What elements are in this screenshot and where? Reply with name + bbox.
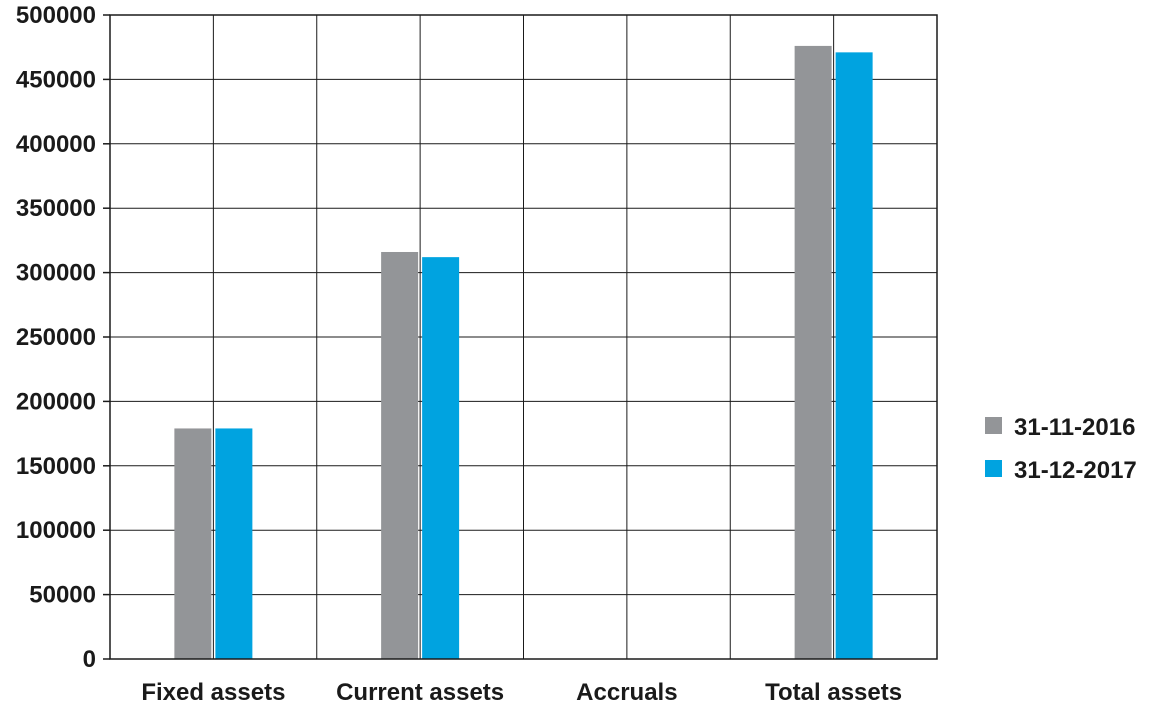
y-tick-label: 200000: [16, 388, 96, 415]
legend: 31-11-2016 31-12-2017: [985, 414, 1137, 484]
bar: [174, 428, 212, 659]
y-tick-label: 450000: [16, 66, 96, 93]
category-label: Fixed assets: [141, 679, 285, 706]
bars: [174, 45, 873, 660]
y-tick-label: 500000: [16, 2, 96, 29]
legend-swatch: [985, 417, 1002, 434]
legend-swatch: [985, 460, 1002, 477]
category-label: Current assets: [336, 679, 504, 706]
category-label: Total assets: [765, 679, 902, 706]
y-tick-label: 300000: [16, 260, 96, 287]
bar: [215, 428, 253, 659]
y-tick-label: 350000: [16, 195, 96, 222]
bar: [835, 52, 873, 660]
bar: [794, 45, 832, 660]
category-label: Accruals: [576, 679, 677, 706]
legend-label: 31-12-2017: [1014, 457, 1137, 484]
y-axis-ticks: 0 50000 100000 150000 200000 250000 300000 3500…: [16, 2, 110, 673]
y-tick-label: 150000: [16, 453, 96, 480]
x-axis-categories: Fixed assets Current assets Accruals Tot…: [141, 679, 902, 706]
y-tick-label: 100000: [16, 517, 96, 544]
legend-label: 31-11-2016: [1014, 414, 1135, 441]
y-tick-label: 50000: [29, 582, 96, 609]
y-tick-label: 0: [83, 646, 96, 673]
y-tick-label: 400000: [16, 131, 96, 158]
y-tick-label: 250000: [16, 324, 96, 351]
bar: [381, 251, 419, 659]
bar: [422, 257, 460, 659]
